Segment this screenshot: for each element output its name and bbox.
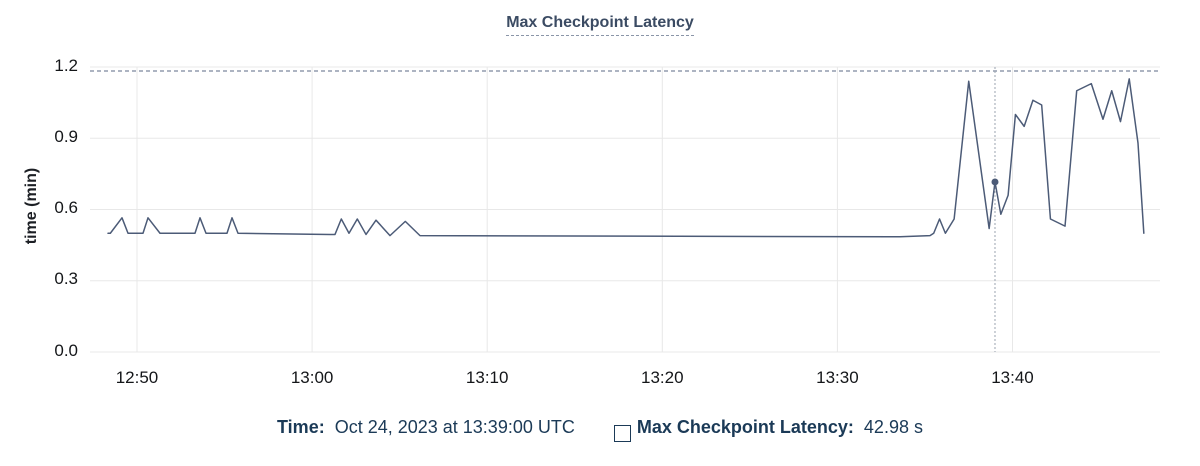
svg-text:0.0: 0.0	[54, 341, 78, 360]
svg-text:13:00: 13:00	[291, 368, 334, 387]
svg-text:0.6: 0.6	[54, 198, 78, 217]
svg-text:0.9: 0.9	[54, 127, 78, 146]
svg-text:1.2: 1.2	[54, 56, 78, 75]
svg-text:0.3: 0.3	[54, 269, 78, 288]
svg-text:13:20: 13:20	[641, 368, 684, 387]
svg-text:12:50: 12:50	[116, 368, 159, 387]
svg-text:13:10: 13:10	[466, 368, 509, 387]
svg-text:13:40: 13:40	[991, 368, 1034, 387]
svg-text:13:30: 13:30	[816, 368, 859, 387]
